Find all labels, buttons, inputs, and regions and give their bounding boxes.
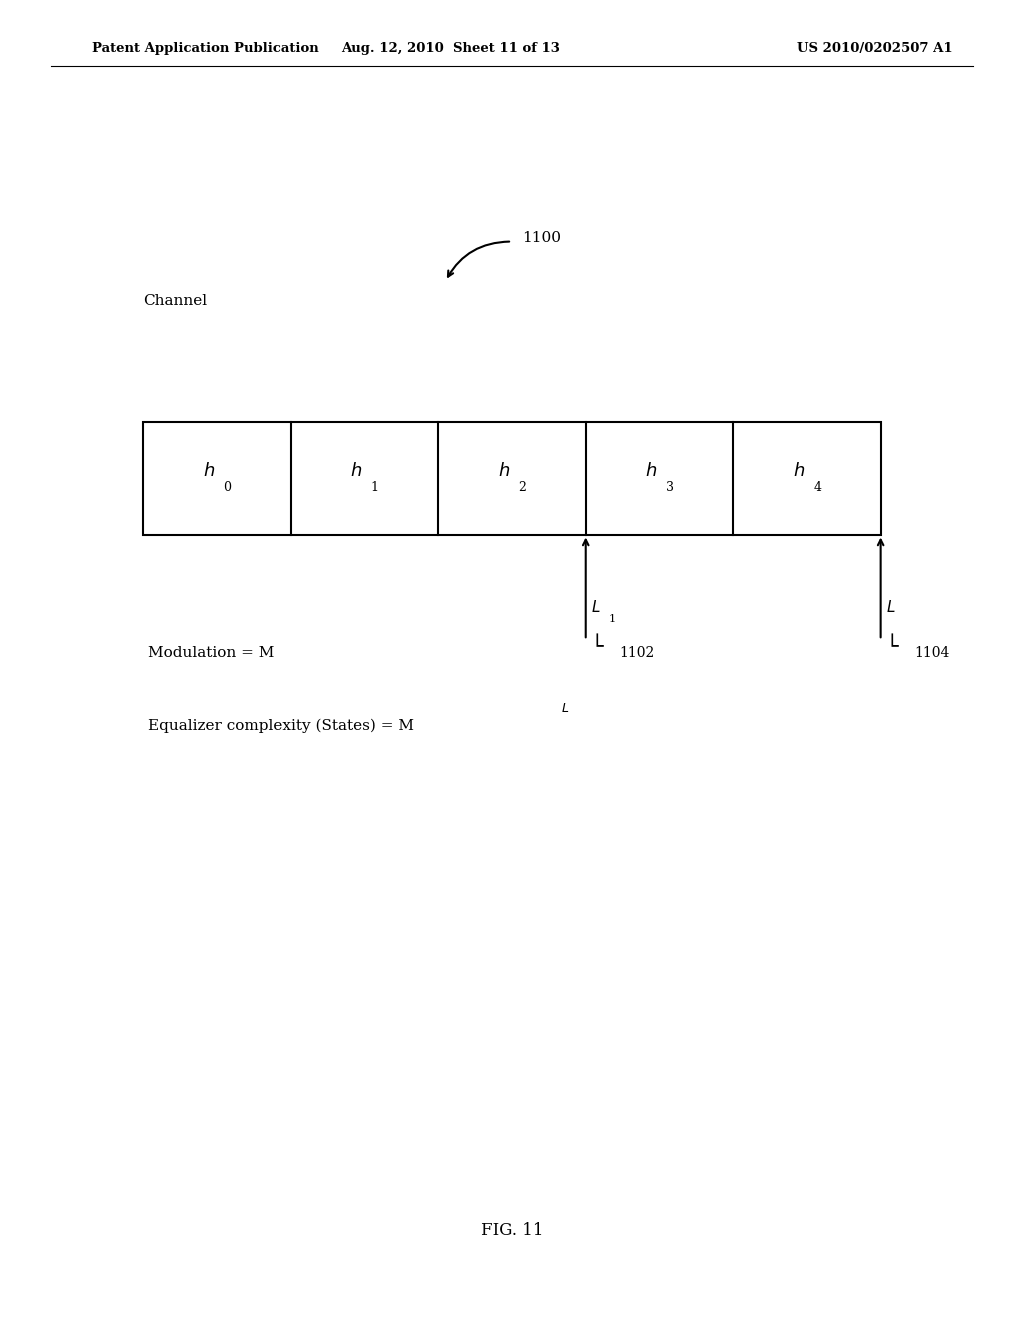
FancyBboxPatch shape	[143, 422, 881, 535]
Text: FIG. 11: FIG. 11	[480, 1222, 544, 1238]
Text: Aug. 12, 2010  Sheet 11 of 13: Aug. 12, 2010 Sheet 11 of 13	[341, 42, 560, 55]
Text: US 2010/0202507 A1: US 2010/0202507 A1	[797, 42, 952, 55]
Text: $h$: $h$	[203, 462, 215, 479]
Text: $L$: $L$	[591, 599, 600, 615]
Text: $h$: $h$	[793, 462, 805, 479]
Text: 1: 1	[608, 614, 615, 624]
Text: $h$: $h$	[498, 462, 510, 479]
Text: Modulation = M: Modulation = M	[148, 647, 274, 660]
Text: 0: 0	[223, 482, 231, 494]
Text: Patent Application Publication: Patent Application Publication	[92, 42, 318, 55]
Text: └: └	[886, 636, 898, 657]
Text: 2: 2	[518, 482, 526, 494]
Text: $h$: $h$	[645, 462, 657, 479]
Text: 4: 4	[813, 482, 821, 494]
Text: 1: 1	[371, 482, 379, 494]
Text: 1102: 1102	[620, 647, 654, 660]
Text: 1100: 1100	[522, 231, 561, 244]
Text: $L$: $L$	[886, 599, 895, 615]
Text: 3: 3	[666, 482, 674, 494]
Text: 1104: 1104	[914, 647, 950, 660]
Text: Equalizer complexity (States) = M: Equalizer complexity (States) = M	[148, 719, 415, 733]
Text: Channel: Channel	[143, 294, 208, 308]
Text: └: └	[591, 636, 603, 657]
Text: $L$: $L$	[561, 702, 569, 715]
Text: $h$: $h$	[350, 462, 362, 479]
